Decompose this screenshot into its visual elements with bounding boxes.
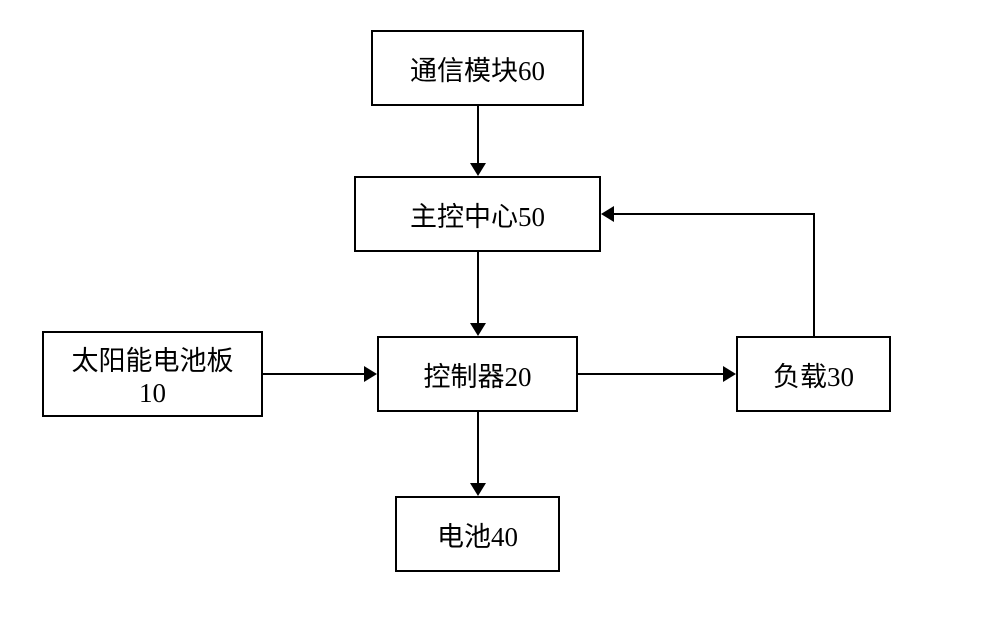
- edge-solar-to-controller: [263, 373, 364, 375]
- arrowhead-icon: [470, 323, 486, 336]
- node-label: 通信模块60: [410, 49, 545, 88]
- edge-controller-to-load: [578, 373, 723, 375]
- arrowhead-icon: [470, 483, 486, 496]
- node-controller: 控制器20: [377, 336, 578, 412]
- node-label: 控制器20: [424, 355, 532, 394]
- node-label: 主控中心50: [410, 195, 545, 234]
- arrowhead-icon: [723, 366, 736, 382]
- node-battery: 电池40: [395, 496, 560, 572]
- edge-main-to-controller: [477, 252, 479, 323]
- node-label: 太阳能电池板 10: [72, 339, 234, 409]
- edge-load-to-main-v: [813, 213, 815, 336]
- node-main-control: 主控中心50: [354, 176, 601, 252]
- arrowhead-icon: [470, 163, 486, 176]
- node-comm-module: 通信模块60: [371, 30, 584, 106]
- node-label: 负载30: [773, 355, 854, 394]
- edge-comm-to-main: [477, 106, 479, 163]
- arrowhead-icon: [364, 366, 377, 382]
- node-solar-panel: 太阳能电池板 10: [42, 331, 263, 417]
- node-load: 负载30: [736, 336, 891, 412]
- node-label: 电池40: [437, 515, 518, 554]
- edge-load-to-main-h: [614, 213, 815, 215]
- arrowhead-icon: [601, 206, 614, 222]
- edge-controller-to-battery: [477, 412, 479, 483]
